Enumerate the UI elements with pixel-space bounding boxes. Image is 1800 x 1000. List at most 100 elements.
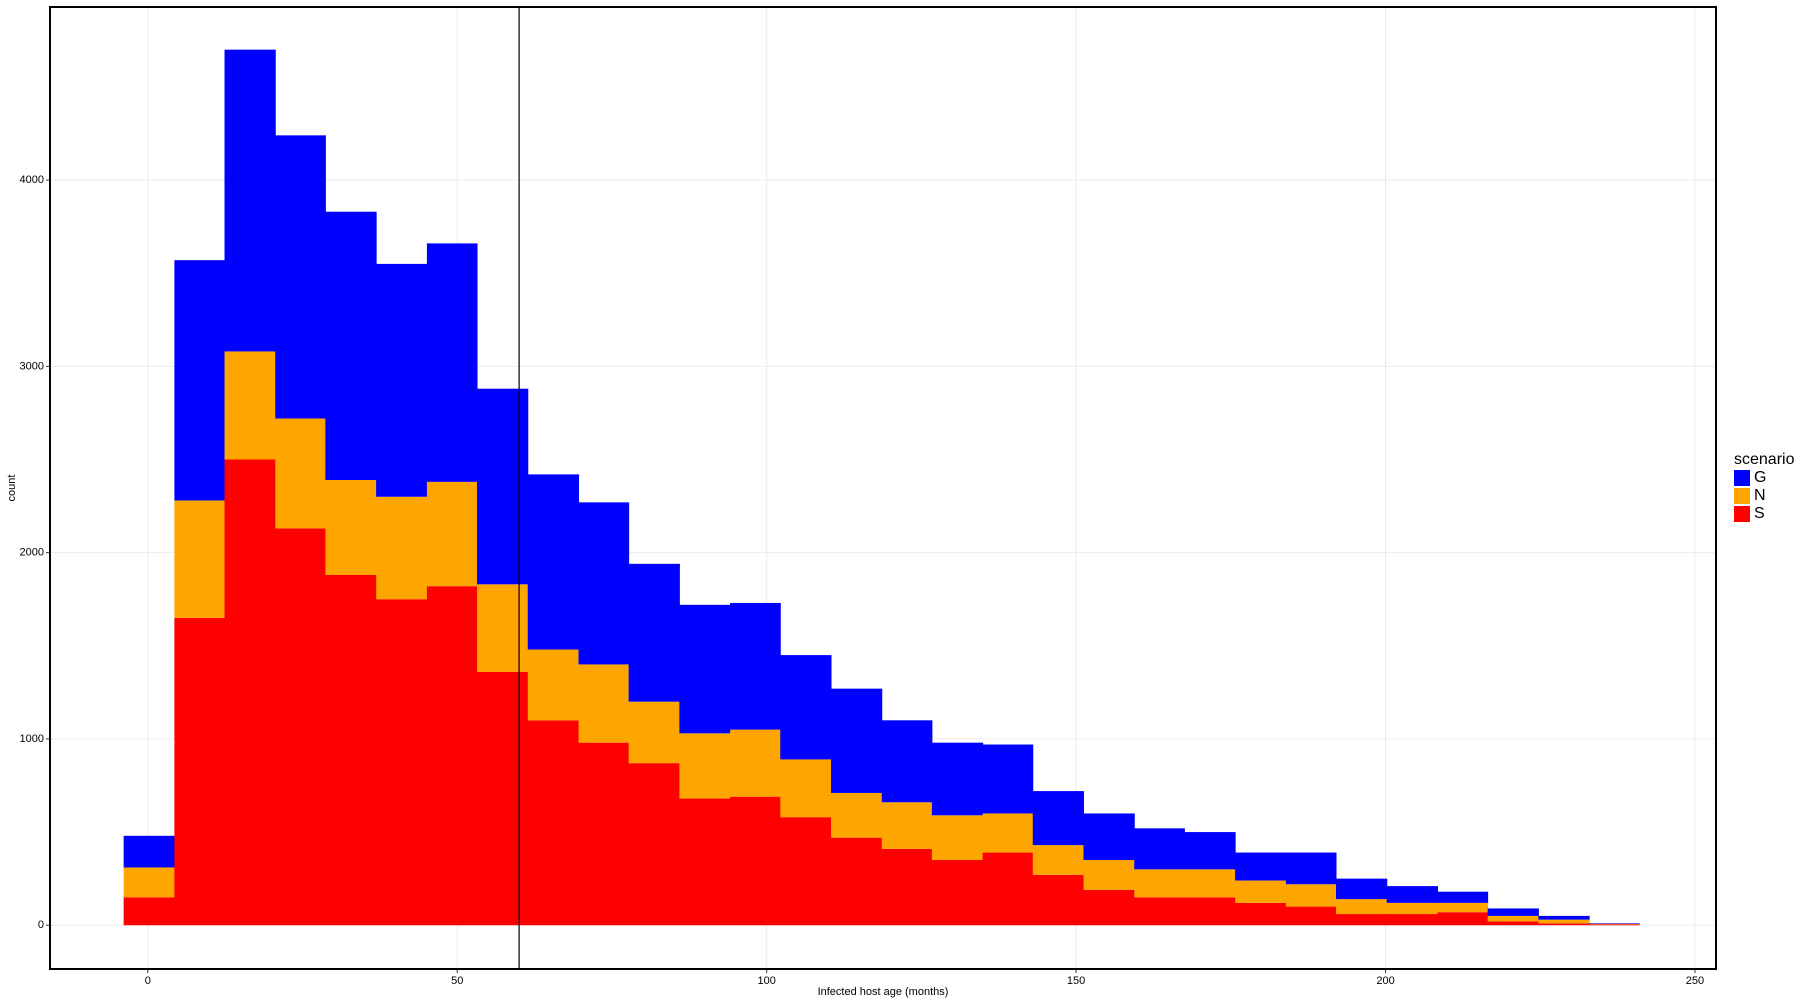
bar [1487, 908, 1539, 916]
bar [679, 798, 731, 926]
bar [831, 688, 883, 793]
bar [1134, 897, 1185, 926]
x-tick-label: 0 [145, 975, 151, 987]
y-tick-label: 0 [38, 919, 44, 931]
y-axis-label: count [6, 475, 18, 502]
bar [1386, 886, 1439, 903]
bar [1538, 919, 1590, 924]
bar [780, 759, 832, 818]
bar [1184, 832, 1236, 870]
bar [123, 897, 175, 926]
bar [527, 474, 580, 650]
bar [1538, 923, 1590, 926]
bar [1589, 923, 1640, 925]
bar [1437, 912, 1489, 926]
bar [831, 837, 883, 926]
bar [1184, 897, 1236, 926]
bar [1589, 924, 1640, 926]
bar [325, 479, 377, 575]
x-tick-label: 150 [1067, 975, 1085, 987]
bar [931, 815, 984, 861]
bar [1386, 914, 1439, 926]
bar [1589, 923, 1640, 924]
bar [1235, 902, 1287, 926]
bar [1386, 902, 1439, 915]
bar [426, 243, 478, 482]
bar [881, 720, 933, 803]
bar [1336, 899, 1388, 915]
bar [1032, 845, 1085, 875]
bar [174, 617, 226, 926]
x-axis-label: Infected host age (months) [818, 986, 949, 998]
y-tick-label: 1000 [20, 733, 44, 745]
legend-title: scenario [1734, 451, 1795, 468]
bar [527, 720, 580, 926]
bar [376, 599, 428, 926]
bar [224, 459, 276, 926]
bar [275, 418, 326, 529]
bar [275, 135, 326, 419]
bar [679, 604, 731, 734]
bar [1437, 891, 1489, 903]
bar [1083, 889, 1135, 926]
bar [1134, 869, 1185, 898]
legend-swatch [1734, 470, 1750, 486]
y-tick-label: 3000 [20, 360, 44, 372]
bar [931, 860, 984, 926]
bar [679, 733, 731, 799]
bar [982, 813, 1034, 853]
bar [628, 763, 680, 926]
bar [730, 796, 781, 926]
bar [275, 528, 326, 926]
plot-border [49, 6, 1717, 970]
bar [982, 744, 1034, 814]
bar [1032, 874, 1085, 926]
bar [174, 500, 226, 618]
x-tick-label: 50 [451, 975, 463, 987]
bar [931, 742, 984, 816]
bar [477, 671, 529, 926]
bar [831, 792, 883, 838]
bar [730, 602, 781, 730]
x-tick-label: 200 [1376, 975, 1394, 987]
bar [1487, 915, 1539, 922]
legend-label: G [1754, 469, 1766, 486]
bar [426, 481, 478, 587]
y-tick-label: 2000 [20, 547, 44, 559]
bar [123, 835, 175, 868]
bar [881, 848, 933, 926]
x-tick-label: 100 [757, 975, 775, 987]
bar [1336, 878, 1388, 900]
bar [224, 49, 276, 352]
bar [1134, 828, 1185, 870]
bar [174, 260, 226, 501]
bar [780, 655, 832, 760]
legend-swatch [1734, 488, 1750, 504]
legend-swatch [1734, 506, 1750, 522]
bar [1184, 869, 1236, 898]
legend-label: S [1754, 505, 1765, 522]
bar [881, 802, 933, 849]
bar [426, 586, 478, 926]
legend-label: N [1754, 487, 1766, 504]
bar [224, 351, 276, 460]
x-tick-label: 250 [1686, 975, 1704, 987]
bar [1235, 880, 1287, 903]
bar [1336, 914, 1388, 926]
bar [376, 263, 428, 497]
bar [578, 664, 630, 743]
bar [477, 584, 529, 672]
y-tick-label: 4000 [20, 174, 44, 186]
bar [578, 742, 630, 926]
bar [1487, 921, 1539, 926]
bar [1285, 852, 1337, 885]
bar [628, 563, 680, 702]
bar [1032, 791, 1085, 846]
bar [1235, 852, 1287, 881]
bar [730, 729, 781, 797]
bar [1538, 915, 1590, 920]
bar [578, 502, 630, 665]
bar [325, 574, 377, 926]
bar [477, 388, 529, 585]
